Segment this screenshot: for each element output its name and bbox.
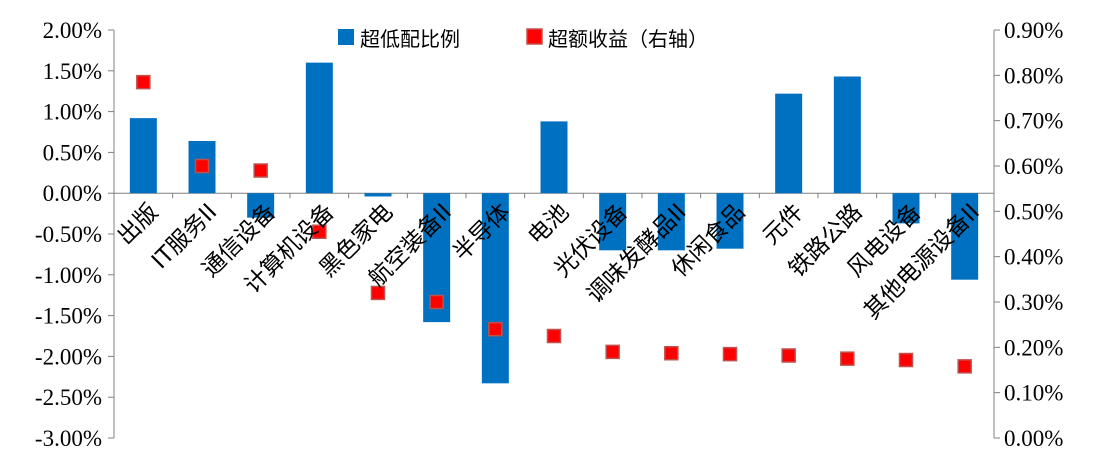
marker bbox=[312, 224, 327, 239]
right-tick-label: 0.10% bbox=[1004, 381, 1063, 406]
left-tick-label: -2.50% bbox=[35, 385, 102, 410]
axes: 2.00% 1.50% 1.00% 0.50% 0.00% -0.50% -1.00% -1.… bbox=[35, 18, 1064, 451]
bar bbox=[305, 62, 333, 194]
right-tick-label: 0.50% bbox=[1004, 199, 1063, 224]
left-tick-label: -3.00% bbox=[35, 426, 102, 451]
bar bbox=[951, 193, 979, 280]
bar bbox=[833, 76, 861, 194]
marker bbox=[546, 328, 562, 344]
marker bbox=[664, 345, 679, 361]
left-tick-label: -0.50% bbox=[35, 222, 102, 247]
bar bbox=[540, 121, 568, 194]
bar bbox=[247, 193, 275, 218]
marker bbox=[605, 344, 620, 360]
right-tick-label: 0.40% bbox=[1004, 245, 1063, 270]
bar bbox=[716, 193, 744, 249]
category-label: 出版 bbox=[113, 199, 164, 250]
marker bbox=[136, 74, 151, 90]
legend: 超低配比例 超额收益（右轴） bbox=[338, 27, 708, 51]
marker bbox=[253, 163, 268, 178]
marker bbox=[194, 158, 210, 174]
legend-swatch-bar bbox=[338, 29, 354, 45]
left-tick-label: 0.50% bbox=[43, 140, 102, 165]
legend-swatch-marker bbox=[526, 28, 543, 45]
category-label: 元件 bbox=[758, 199, 809, 250]
right-tick-label: 0.70% bbox=[1004, 109, 1063, 134]
bar bbox=[129, 118, 157, 194]
right-tick-label: 0.00% bbox=[1004, 426, 1063, 451]
marker bbox=[370, 285, 386, 301]
right-tick-label: 0.90% bbox=[1004, 18, 1063, 43]
marker bbox=[957, 359, 972, 374]
marker bbox=[429, 294, 444, 310]
right-tick-label: 0.60% bbox=[1004, 154, 1063, 179]
marker bbox=[840, 351, 855, 366]
bar bbox=[775, 93, 803, 194]
right-tick-label: 0.80% bbox=[1004, 63, 1063, 88]
left-tick-label: -1.50% bbox=[35, 304, 102, 329]
left-tick-label: 0.00% bbox=[43, 181, 102, 206]
legend-label-bar: 超低配比例 bbox=[360, 27, 460, 51]
bar bbox=[364, 193, 392, 197]
marker bbox=[722, 346, 738, 362]
left-tick-label: 2.00% bbox=[43, 18, 102, 43]
marker bbox=[781, 348, 796, 363]
right-tick-label: 0.20% bbox=[1004, 335, 1063, 360]
bars bbox=[129, 62, 979, 384]
bar bbox=[892, 193, 920, 224]
bar bbox=[657, 193, 685, 251]
left-tick-label: -1.00% bbox=[35, 263, 102, 288]
category-label: 电池 bbox=[523, 199, 574, 250]
left-tick-label: 1.50% bbox=[43, 59, 102, 84]
legend-label-marker: 超额收益（右轴） bbox=[548, 27, 708, 51]
left-tick-label: 1.00% bbox=[43, 100, 102, 125]
bar bbox=[481, 193, 509, 384]
right-tick-label: 0.30% bbox=[1004, 290, 1063, 315]
markers bbox=[136, 74, 972, 374]
marker bbox=[488, 321, 503, 337]
bar bbox=[599, 193, 627, 251]
left-tick-label: -2.00% bbox=[35, 344, 102, 369]
marker bbox=[898, 352, 914, 368]
